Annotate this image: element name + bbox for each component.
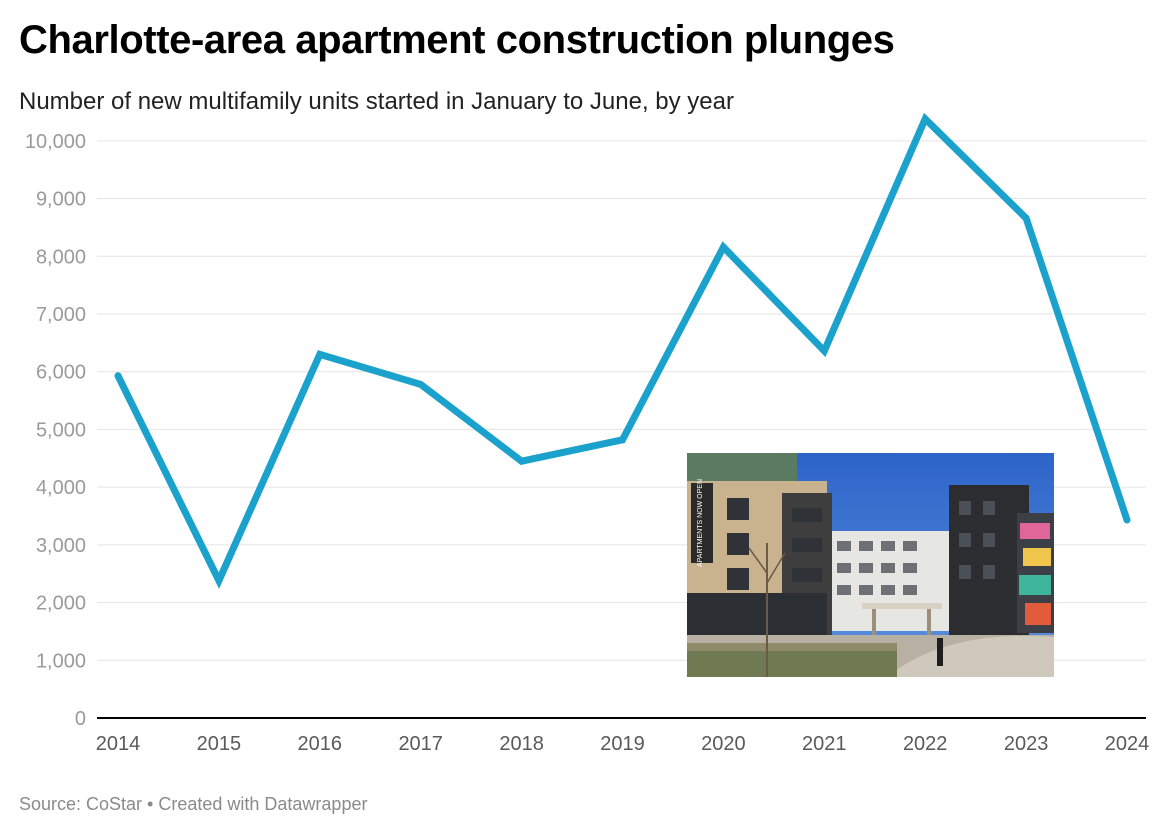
data-point bbox=[719, 243, 727, 251]
data-point bbox=[114, 372, 122, 380]
x-tick-label: 2022 bbox=[903, 733, 948, 755]
data-point bbox=[1123, 516, 1131, 524]
data-point bbox=[215, 577, 223, 585]
x-tick-label: 2016 bbox=[298, 733, 343, 755]
y-tick-label: 1,000 bbox=[36, 650, 86, 672]
x-tick-label: 2015 bbox=[197, 733, 242, 755]
data-point bbox=[316, 350, 324, 358]
y-tick-label: 7,000 bbox=[36, 304, 86, 326]
y-tick-label: 10,000 bbox=[25, 131, 86, 153]
x-axis-labels: 2014 2015 2016 2017 2018 2019 2020 2021 2022 2023… bbox=[96, 733, 1150, 755]
y-tick-label: 3,000 bbox=[36, 535, 86, 557]
x-tick-label: 2020 bbox=[701, 733, 746, 755]
apartment-photo: APARTMENTS NOW OPEN bbox=[687, 453, 1054, 677]
x-tick-label: 2019 bbox=[600, 733, 645, 755]
x-tick-label: 2024 bbox=[1105, 733, 1150, 755]
data-point bbox=[1022, 214, 1030, 222]
x-tick-label: 2021 bbox=[802, 733, 847, 755]
x-tick-label: 2017 bbox=[398, 733, 443, 755]
series-group bbox=[114, 112, 1131, 589]
source-note: Source: CoStar • Created with Datawrappe… bbox=[19, 794, 368, 814]
x-tick-label: 2014 bbox=[96, 733, 141, 755]
photo-sign-text: APARTMENTS NOW OPEN bbox=[697, 479, 704, 567]
data-point bbox=[518, 457, 526, 465]
y-tick-label: 4,000 bbox=[36, 477, 86, 499]
y-tick-label: 0 bbox=[75, 708, 86, 730]
data-point bbox=[921, 115, 929, 123]
chart-subtitle: Number of new multifamily units started … bbox=[19, 88, 734, 115]
y-tick-label: 5,000 bbox=[36, 419, 86, 441]
y-tick-label: 6,000 bbox=[36, 362, 86, 384]
data-point bbox=[619, 436, 626, 444]
x-tick-label: 2023 bbox=[1004, 733, 1049, 755]
y-axis-labels: 0 1,000 2,000 3,000 4,000 5,000 6,000 7,000 8,00… bbox=[25, 131, 86, 730]
y-tick-label: 9,000 bbox=[36, 189, 86, 211]
y-tick-label: 2,000 bbox=[36, 593, 86, 615]
data-point bbox=[820, 347, 828, 355]
x-tick-label: 2018 bbox=[499, 733, 544, 755]
line-chart: 0 1,000 2,000 3,000 4,000 5,000 6,000 7,000 8,00… bbox=[25, 112, 1150, 755]
chart-title: Charlotte-area apartment construction pl… bbox=[19, 18, 895, 62]
data-point bbox=[417, 380, 425, 388]
y-tick-label: 8,000 bbox=[36, 246, 86, 268]
